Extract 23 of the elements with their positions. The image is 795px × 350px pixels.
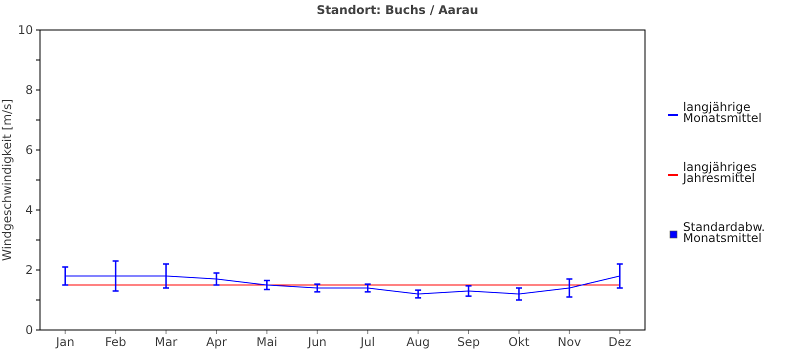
text: Standardabw. Monatsmittel: [683, 220, 766, 245]
x-tick-label: Jul: [359, 335, 375, 349]
x-tick-label: Apr: [206, 335, 227, 349]
x-tick-label: Aug: [406, 335, 430, 349]
y-tick-label: 2: [25, 263, 33, 278]
y-tick-label: 10: [18, 23, 33, 38]
chart-title: Standort: Buchs / Aarau: [316, 3, 478, 17]
x-tick-label: Jun: [306, 335, 327, 349]
legend-label: langjähriges Jahresmittel: [682, 160, 757, 185]
y-tick-label: 0: [25, 323, 33, 338]
x-tick-label: Sep: [457, 335, 480, 349]
legend-label: langjährige Monatsmittel: [683, 100, 762, 125]
x-tick-label: Feb: [105, 335, 126, 349]
x-tick-label: Jan: [54, 335, 74, 349]
x-tick-label: Dez: [608, 335, 632, 349]
y-axis-title: Windgeschwindigkeit [m/s]: [0, 98, 14, 262]
y-tick-label: 4: [25, 203, 33, 218]
x-tick-label: Okt: [508, 335, 530, 349]
x-tick-label: Nov: [558, 335, 582, 349]
y-tick-label: 8: [25, 83, 33, 98]
y-tick-label: 6: [25, 143, 33, 158]
x-tick-label: Mai: [256, 335, 278, 349]
x-tick-label: Mar: [154, 335, 178, 349]
